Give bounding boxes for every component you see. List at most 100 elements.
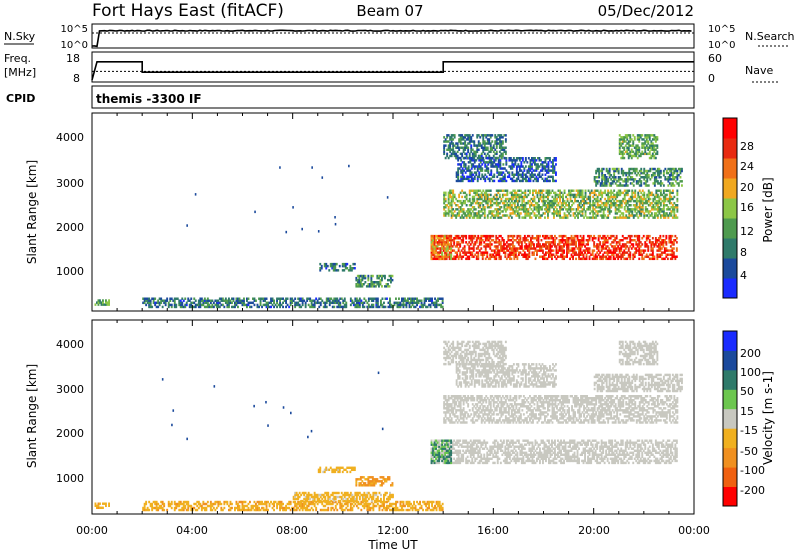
power-cell (546, 234, 549, 238)
power-cell (522, 197, 525, 201)
power-cell (519, 245, 522, 248)
power-cell (610, 195, 613, 199)
power-cell (439, 239, 442, 242)
power-cell (460, 177, 463, 181)
power-cell (473, 140, 476, 143)
power-cell (456, 253, 459, 256)
power-cell (589, 191, 592, 195)
power-cell (525, 247, 528, 250)
power-cell (304, 303, 307, 307)
power-cell (498, 201, 501, 205)
power-cell (458, 167, 461, 170)
power-cell (467, 169, 470, 172)
power-cell (329, 262, 332, 266)
power-cell (519, 208, 522, 211)
power-cell (249, 301, 251, 305)
power-cell (638, 253, 641, 256)
power-cell (581, 191, 584, 195)
power-cell (640, 184, 643, 187)
power-cell (538, 175, 541, 179)
power-cell (461, 173, 464, 176)
power-cell (181, 297, 184, 300)
power-cell (238, 297, 241, 300)
power-cell (489, 206, 492, 209)
power-cell (467, 136, 470, 139)
power-cell (452, 150, 455, 154)
power-cell (541, 167, 544, 170)
power-cell (610, 189, 613, 192)
power-cell (644, 206, 647, 209)
power-cell (637, 193, 640, 197)
power-cell (455, 152, 458, 156)
power-cell (572, 208, 575, 211)
power-cell (456, 214, 459, 217)
power-cell (519, 189, 522, 192)
power-cell (659, 234, 662, 238)
power-cell (452, 146, 455, 149)
power-cell (470, 138, 473, 141)
power-cbar-label: Power [dB] (761, 177, 775, 242)
power-cell (481, 167, 484, 170)
power-cell (226, 303, 229, 307)
power-cell (482, 212, 485, 215)
power-cell (547, 157, 550, 160)
power-cell (665, 212, 668, 215)
power-cell (497, 191, 500, 195)
power-cell (374, 285, 377, 288)
power-cell (547, 171, 550, 174)
power-cell (467, 161, 470, 164)
power-cell (495, 214, 498, 217)
power-cell (430, 257, 433, 261)
power-cell (466, 255, 469, 258)
power-cell (447, 234, 450, 238)
power-cell (631, 210, 634, 213)
power-cell (485, 154, 488, 158)
power-cell (470, 189, 473, 192)
power-cell (647, 249, 650, 252)
power-cell (543, 167, 545, 170)
power-cell (193, 297, 196, 300)
power-cell (449, 142, 452, 145)
power-cell (143, 301, 146, 305)
power-cell (441, 255, 444, 258)
power-cell (430, 253, 433, 256)
power-cell (537, 167, 539, 170)
power-cell (470, 144, 473, 147)
power-cell (623, 146, 626, 149)
power-cell (473, 177, 476, 181)
power-cell (457, 159, 460, 162)
power-cell (469, 251, 472, 254)
power-cell (411, 299, 414, 302)
power-cell (610, 199, 613, 203)
power-cell (355, 278, 358, 282)
power-cell (572, 249, 574, 252)
power-cell (565, 216, 567, 219)
power-cell (433, 237, 436, 240)
power-cell (653, 171, 656, 175)
power-cell (549, 237, 552, 240)
power-cell (627, 253, 630, 256)
power-cell (486, 206, 489, 209)
power-cell (601, 195, 604, 199)
power-cell (497, 216, 500, 219)
power-cell (599, 257, 602, 261)
power-cell (310, 305, 313, 309)
power-cell (661, 193, 664, 197)
power-cell (569, 210, 572, 213)
power-cell (208, 299, 211, 302)
power-cell (486, 193, 489, 197)
power-cell (194, 299, 197, 302)
power-cell (605, 201, 608, 205)
power-cell (612, 249, 615, 252)
power-cell (612, 234, 615, 238)
power-cell (600, 249, 603, 252)
noise-panel: N.Sky 10^5 10^0 10^5 10^0 N.Search (4, 23, 795, 51)
power-cell (603, 239, 606, 242)
power-cell (646, 195, 649, 199)
power-cell (535, 206, 537, 209)
power-cell (578, 195, 581, 199)
power-cell (575, 251, 577, 254)
power-cell (671, 257, 674, 261)
power-cell (423, 303, 426, 307)
power-cell (667, 184, 670, 187)
